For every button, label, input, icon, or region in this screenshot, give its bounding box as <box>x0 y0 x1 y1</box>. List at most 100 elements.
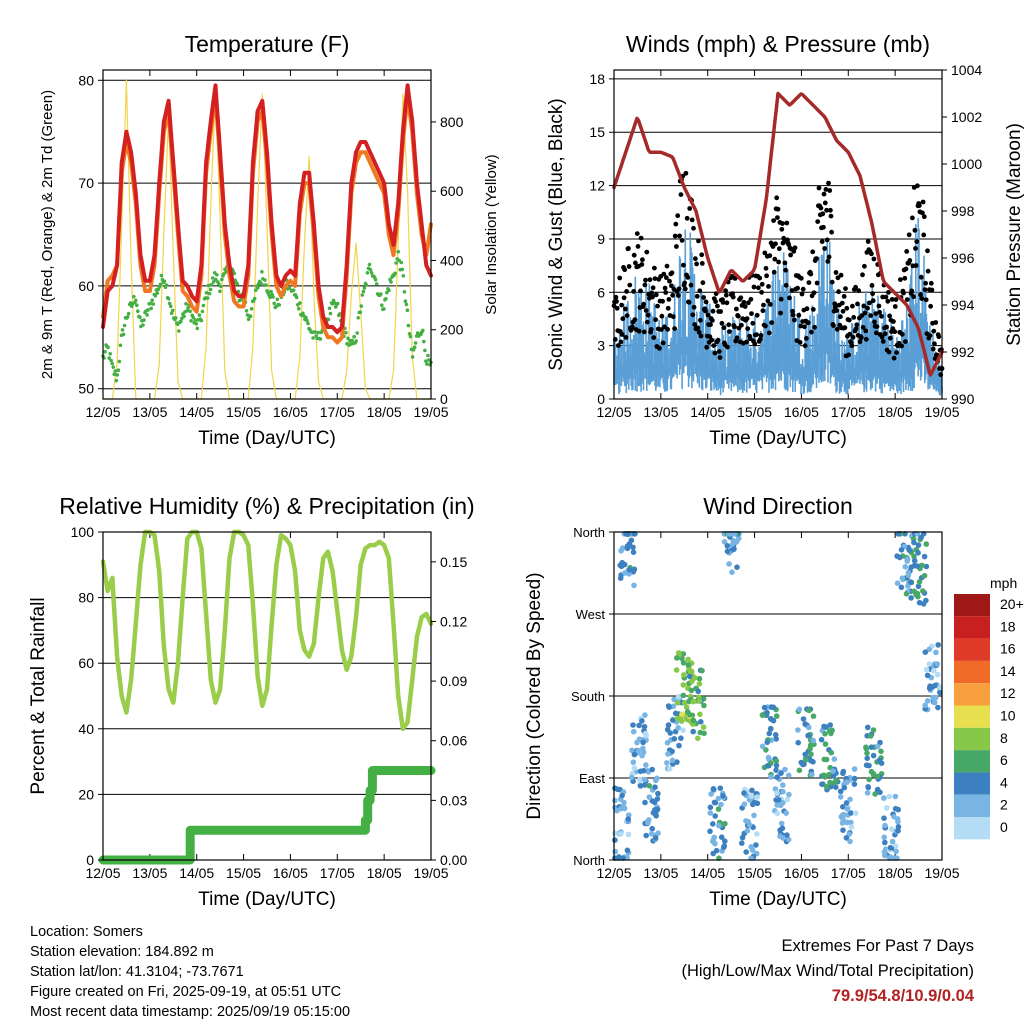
x-tick-label: 17/05 <box>831 404 866 420</box>
legend-label: 16 <box>1000 641 1016 657</box>
direction-point <box>707 804 714 811</box>
dewpoint-point <box>142 318 146 322</box>
gust-point <box>795 285 800 291</box>
gust-point <box>759 289 764 295</box>
gust-point <box>725 344 730 350</box>
gust-point <box>617 275 623 281</box>
direction-point <box>689 678 695 685</box>
direction-point <box>911 553 917 560</box>
dewpoint-point <box>263 278 267 282</box>
gust-point <box>616 343 621 348</box>
gust-point <box>699 261 705 266</box>
direction-point <box>770 717 777 724</box>
gust-point <box>773 241 778 247</box>
gust-point <box>826 254 832 260</box>
gust-point <box>831 323 836 328</box>
gust-point <box>853 326 859 331</box>
gust-point <box>824 207 829 213</box>
y2-tick-label: 0.15 <box>440 554 467 570</box>
gust-point <box>686 299 692 305</box>
dewpoint-point <box>191 315 195 320</box>
direction-point <box>798 759 805 766</box>
y-axis-label: Percent & Total Rainfall <box>28 597 49 794</box>
dewpoint-point <box>412 345 417 350</box>
dewpoint-point <box>195 326 200 331</box>
dewpoint-point <box>423 348 427 353</box>
gust-point <box>645 319 650 325</box>
gust-point <box>829 279 835 285</box>
gust-point <box>821 191 827 197</box>
y2-axis-label: Solar Insolation (Yellow) <box>483 154 500 314</box>
dewpoint-point <box>269 289 273 294</box>
y-axis-label: Sonic Wind & Gust (Blue, Black) <box>546 98 567 370</box>
x-tick-label: 14/05 <box>179 865 214 881</box>
gust-point <box>885 298 891 304</box>
direction-point <box>828 749 835 756</box>
direction-point <box>664 740 671 746</box>
direction-point <box>847 796 853 803</box>
dewpoint-point <box>182 314 186 319</box>
gust-point <box>804 306 810 312</box>
dewpoint-point <box>207 291 212 296</box>
gust-point <box>920 199 926 205</box>
direction-point <box>785 836 792 843</box>
y-axis-label: 2m & 9m T (Red, Orange) & 2m Td (Green) <box>39 90 56 379</box>
gust-point <box>631 252 637 258</box>
gust-point <box>730 294 736 300</box>
dewpoint-point <box>201 303 206 308</box>
gust-point <box>811 290 817 296</box>
gust-point <box>758 333 764 338</box>
y-tick-label: 70 <box>78 175 94 191</box>
gust-point <box>921 214 927 220</box>
gust-point <box>928 280 934 286</box>
gust-point <box>851 315 857 320</box>
direction-point <box>614 807 620 814</box>
dewpoint-point <box>350 338 354 343</box>
dewpoint-point <box>174 316 178 320</box>
gust-point <box>842 325 848 331</box>
gust-point <box>882 331 888 337</box>
x-axis-label: Time (Day/UTC) <box>198 428 336 449</box>
y-tick-label: 80 <box>78 590 94 606</box>
gust-point <box>766 330 772 336</box>
gust-point <box>865 305 870 311</box>
dewpoint-point <box>408 334 413 339</box>
humidity-precip-panel: Relative Humidity (%) & Precipitation (i… <box>28 493 475 910</box>
dewpoint-point <box>354 339 359 343</box>
direction-point <box>838 814 845 820</box>
direction-point <box>716 822 722 829</box>
direction-point <box>911 557 918 564</box>
created-text: Figure created on Fri, 2025-09-19, at 05… <box>30 984 342 1000</box>
extremes-box: Extremes For Past 7 Days (High/Low/Max W… <box>681 934 974 1009</box>
direction-point <box>844 806 851 812</box>
direction-point <box>935 642 941 648</box>
direction-point <box>688 687 695 694</box>
y2-tick-label: 1002 <box>951 109 982 125</box>
dewpoint-point <box>365 271 370 275</box>
direction-point <box>630 549 637 555</box>
legend-label: 14 <box>1000 663 1016 679</box>
gust-point <box>927 333 933 338</box>
direction-point <box>863 762 870 768</box>
direction-point <box>892 843 899 849</box>
direction-point <box>773 758 780 764</box>
gust-point <box>783 267 788 273</box>
dewpoint-point <box>426 353 430 358</box>
gust-point <box>667 278 672 284</box>
direction-point <box>766 730 773 737</box>
gust-point <box>855 301 860 307</box>
direction-point <box>844 779 850 785</box>
gust-point <box>691 225 696 231</box>
gust-point <box>883 294 889 300</box>
gust-point <box>621 295 627 301</box>
dewpoint-point <box>404 302 409 307</box>
gust-point <box>860 272 865 278</box>
gust-point <box>846 352 851 358</box>
direction-point <box>619 792 625 799</box>
gust-point <box>858 335 864 341</box>
direction-point <box>708 791 714 797</box>
direction-point <box>616 854 622 860</box>
direction-point <box>826 771 832 778</box>
direction-point <box>773 767 779 773</box>
direction-point <box>698 719 704 725</box>
